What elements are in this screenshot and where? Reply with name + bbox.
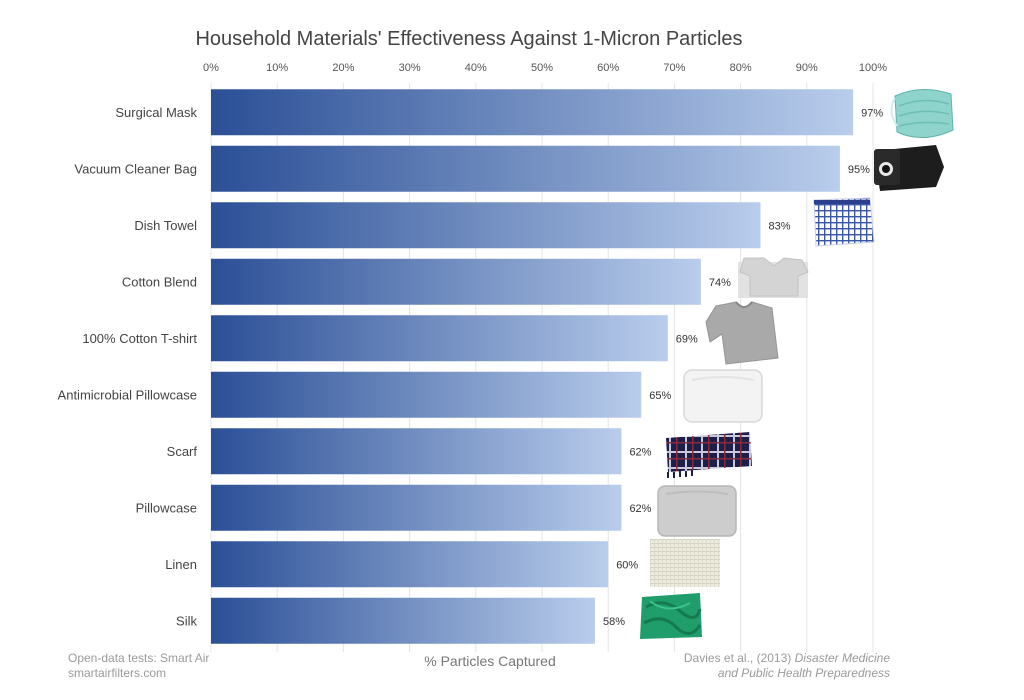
category-label: Dish Towel — [134, 218, 197, 233]
x-tick-label: 60% — [597, 62, 619, 74]
value-label: 69% — [676, 333, 698, 345]
pillowcase-image — [657, 485, 737, 537]
tshirt-image — [705, 301, 779, 365]
x-tick-label: 90% — [796, 62, 818, 74]
scarf-image — [666, 432, 752, 478]
citation-journal-2: and Public Health Preparedness — [717, 666, 890, 680]
value-label: 65% — [649, 390, 671, 402]
vacuum-bag-image — [874, 145, 944, 191]
bar — [211, 258, 701, 305]
bar — [211, 202, 761, 249]
source-line-1: Open-data tests: Smart Air — [68, 651, 210, 665]
x-tick-label: 10% — [266, 62, 288, 74]
antimicrobial-pillow-image — [683, 369, 763, 423]
value-label: 83% — [768, 220, 790, 232]
source-line-2: smartairfilters.com — [68, 666, 167, 680]
chart-title: Household Materials' Effectiveness Again… — [195, 28, 742, 50]
x-tick-label: 0% — [203, 62, 219, 74]
linen-image — [650, 539, 720, 587]
bar — [211, 145, 840, 192]
category-label: Pillowcase — [136, 500, 197, 515]
category-label: 100% Cotton T-shirt — [82, 331, 197, 346]
category-label: Surgical Mask — [115, 105, 197, 120]
bar — [211, 541, 609, 588]
x-tick-label: 100% — [859, 62, 887, 74]
value-label: 62% — [629, 446, 651, 458]
category-label: Vacuum Cleaner Bag — [74, 161, 197, 176]
category-label: Silk — [176, 613, 197, 628]
bars — [211, 89, 854, 644]
category-label: Cotton Blend — [122, 274, 197, 289]
bar — [211, 315, 668, 362]
value-label: 62% — [629, 503, 651, 515]
x-axis-label: % Particles Captured — [424, 653, 556, 669]
bar — [211, 484, 622, 531]
x-axis-ticks: 0% 10% 20% 30% 40% 50% 60% 70% 80% 90% 100% — [203, 62, 887, 74]
cotton-blend-image — [738, 257, 809, 298]
bar — [211, 597, 595, 644]
citation-prefix: Davies et al., (2013) — [683, 651, 792, 665]
x-tick-label: 50% — [531, 62, 553, 74]
x-tick-label: 20% — [332, 62, 354, 74]
bar — [211, 428, 622, 475]
value-label: 60% — [616, 559, 638, 571]
surgical-mask-image — [890, 89, 954, 138]
dish-towel-image — [813, 197, 875, 247]
x-tick-label: 40% — [465, 62, 487, 74]
source-credit: Open-data tests: Smart Air smartairfilte… — [68, 651, 209, 681]
bar — [211, 89, 854, 136]
value-label: 95% — [848, 164, 870, 176]
value-label: 97% — [861, 107, 883, 119]
x-tick-label: 70% — [663, 62, 685, 74]
citation: Davies et al., (2013) Disaster Medicine … — [684, 651, 890, 681]
value-labels: 97% 95% 83% 74% 69% 65% 62% 62% 60% 58% — [603, 107, 883, 628]
value-label: 58% — [603, 616, 625, 628]
bar — [211, 371, 642, 418]
x-tick-label: 30% — [399, 62, 421, 74]
citation-journal-1: Disaster Medicine — [794, 651, 890, 665]
value-label: 74% — [709, 277, 731, 289]
x-tick-label: 80% — [730, 62, 752, 74]
silk-image — [640, 593, 702, 639]
category-label: Linen — [165, 557, 197, 572]
category-label: Antimicrobial Pillowcase — [58, 387, 197, 402]
category-label: Scarf — [167, 444, 198, 459]
category-labels: Surgical Mask Vacuum Cleaner Bag Dish Towe… — [58, 105, 198, 629]
